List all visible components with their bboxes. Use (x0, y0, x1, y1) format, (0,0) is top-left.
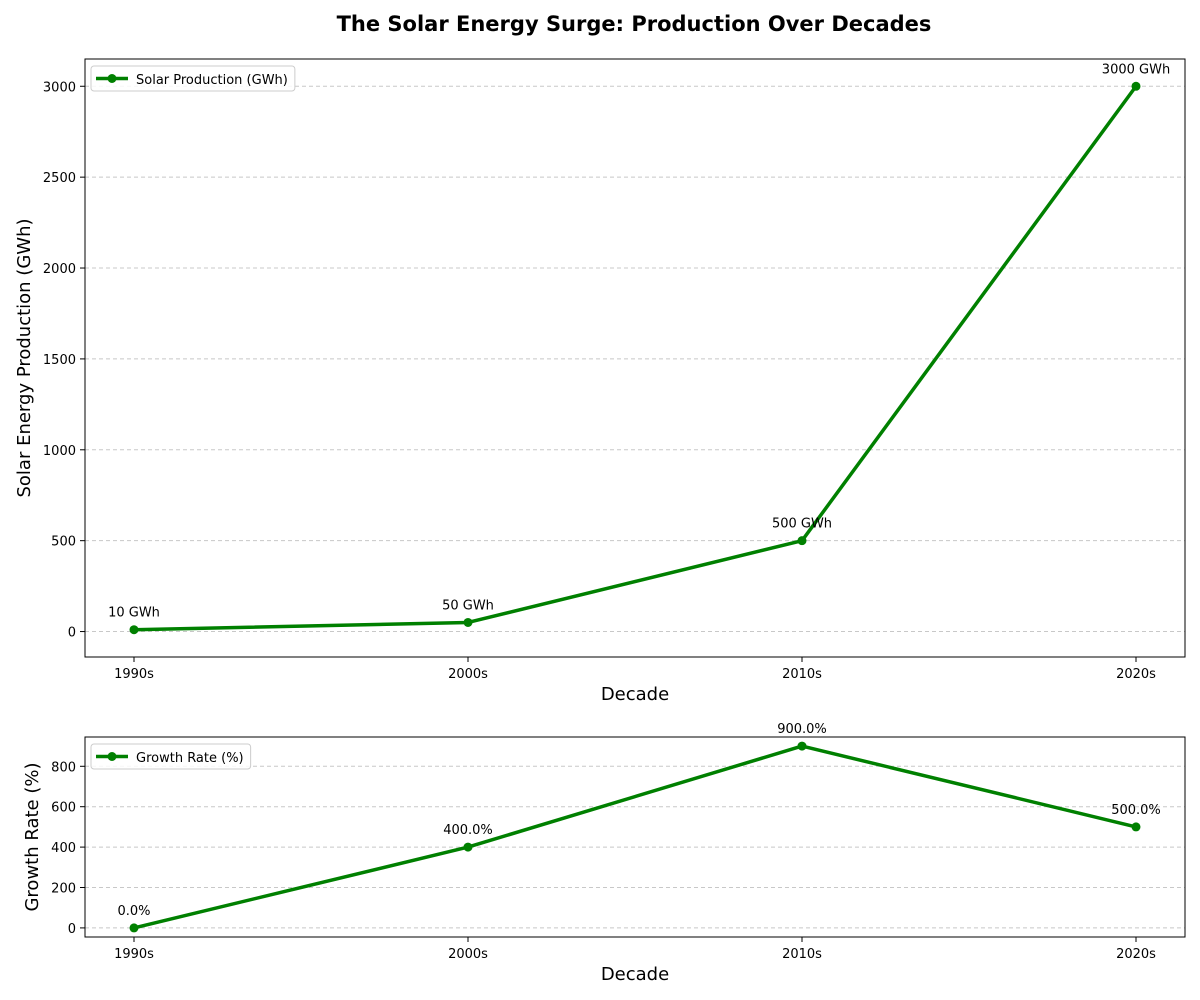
y-tick-label: 800 (51, 760, 76, 775)
x-tick-label: 2010s (782, 947, 822, 962)
y-tick-label: 0 (68, 626, 76, 641)
y-tick-label: 0 (68, 922, 76, 937)
y-tick-label: 600 (51, 801, 76, 816)
data-point (1131, 81, 1141, 91)
figure-title: The Solar Energy Surge: Production Over … (337, 12, 932, 36)
x-tick-label: 2010s (782, 667, 822, 682)
data-point (129, 625, 139, 635)
data-label: 500.0% (1111, 803, 1161, 818)
growth-rate-panel: 0 200 400 600 800 1990s 2000s 2010s 2020s 0.0% 400… (22, 722, 1186, 985)
y-tick-label: 1000 (43, 444, 76, 459)
legend-entry-label: Solar Production (GWh) (136, 73, 288, 88)
data-label: 10 GWh (108, 606, 160, 621)
x-tick-label: 1990s (114, 667, 154, 682)
x-tick-label: 2020s (1116, 667, 1156, 682)
plot-frame (84, 58, 1186, 658)
x-axis-label: Decade (601, 684, 669, 705)
y-tick-label: 1500 (43, 353, 76, 368)
legend-entry-label: Growth Rate (%) (136, 751, 244, 766)
x-tick-label: 2000s (448, 947, 488, 962)
x-tick-label: 2020s (1116, 947, 1156, 962)
y-tick-label: 500 (51, 535, 76, 550)
x-tick-label: 2000s (448, 667, 488, 682)
production-panel: 0 500 1000 1500 2000 2500 3000 1990s 2000s 2010s 2… (14, 58, 1186, 705)
x-tick-label: 1990s (114, 947, 154, 962)
data-point (129, 923, 139, 933)
legend: Solar Production (GWh) (90, 65, 296, 92)
y-tick-label: 400 (51, 841, 76, 856)
data-label: 900.0% (777, 722, 827, 737)
series-line (133, 744, 1137, 930)
data-point (1131, 822, 1141, 832)
data-point (797, 536, 807, 546)
data-label: 400.0% (443, 823, 493, 838)
y-tick-label: 2500 (43, 171, 76, 186)
data-label: 50 GWh (442, 598, 494, 613)
legend-marker-swatch (107, 74, 117, 83)
y-axis-label: Growth Rate (%) (22, 762, 43, 911)
legend-box (90, 65, 296, 92)
x-axis-label: Decade (601, 964, 669, 985)
y-tick-label: 3000 (43, 80, 76, 95)
data-label: 500 GWh (772, 517, 832, 532)
plot-frame (84, 736, 1186, 938)
data-point (797, 741, 807, 751)
data-label: 0.0% (117, 904, 150, 919)
legend: Growth Rate (%) (90, 743, 252, 770)
legend-box (90, 743, 252, 770)
legend-marker-swatch (107, 752, 117, 761)
data-label: 3000 GWh (1102, 62, 1170, 77)
y-tick-label: 2000 (43, 262, 76, 277)
data-point (463, 842, 473, 852)
series-line (133, 85, 1138, 632)
data-point (463, 617, 473, 627)
y-axis-label: Solar Energy Production (GWh) (14, 218, 35, 497)
y-tick-label: 200 (51, 882, 76, 897)
